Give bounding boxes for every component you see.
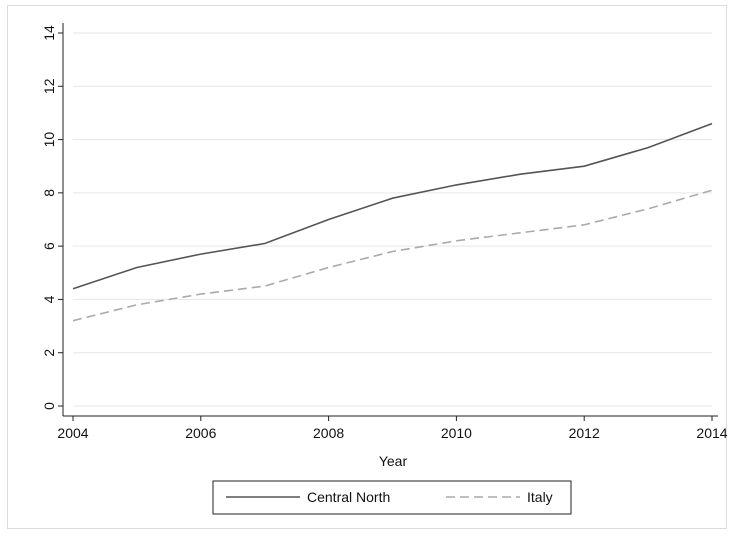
y-tick-label-14: 14 — [41, 25, 57, 41]
series-line-central-north — [72, 122, 713, 290]
y-tick-label-6: 6 — [41, 242, 57, 250]
y-tick-label-8: 8 — [41, 189, 57, 197]
series-line-italy — [72, 189, 713, 322]
x-tick-label-2012: 2012 — [569, 425, 600, 441]
y-tick-label-10: 10 — [41, 132, 57, 148]
legend-label-central-north: Central North — [307, 489, 390, 505]
x-axis-title: Year — [379, 453, 408, 469]
grid-lines — [73, 32, 712, 407]
x-tick-label-2004: 2004 — [57, 425, 88, 441]
y-tick-label-12: 12 — [41, 78, 57, 94]
x-tick-label-2010: 2010 — [441, 425, 472, 441]
series-lines — [72, 122, 713, 322]
axes: 0 2 4 6 8 10 12 14 2004 2006 2008 2010 2012 2014 — [41, 23, 728, 441]
legend: Central North Italy — [212, 480, 572, 515]
y-tick-label-4: 4 — [41, 295, 57, 303]
x-tick-label-2014: 2014 — [696, 425, 727, 441]
y-tick-label-0: 0 — [41, 402, 57, 410]
x-tick-label-2006: 2006 — [185, 425, 216, 441]
legend-label-italy: Italy — [527, 489, 553, 505]
x-tick-label-2008: 2008 — [313, 425, 344, 441]
y-tick-label-2: 2 — [41, 349, 57, 357]
chart-frame — [7, 5, 727, 529]
